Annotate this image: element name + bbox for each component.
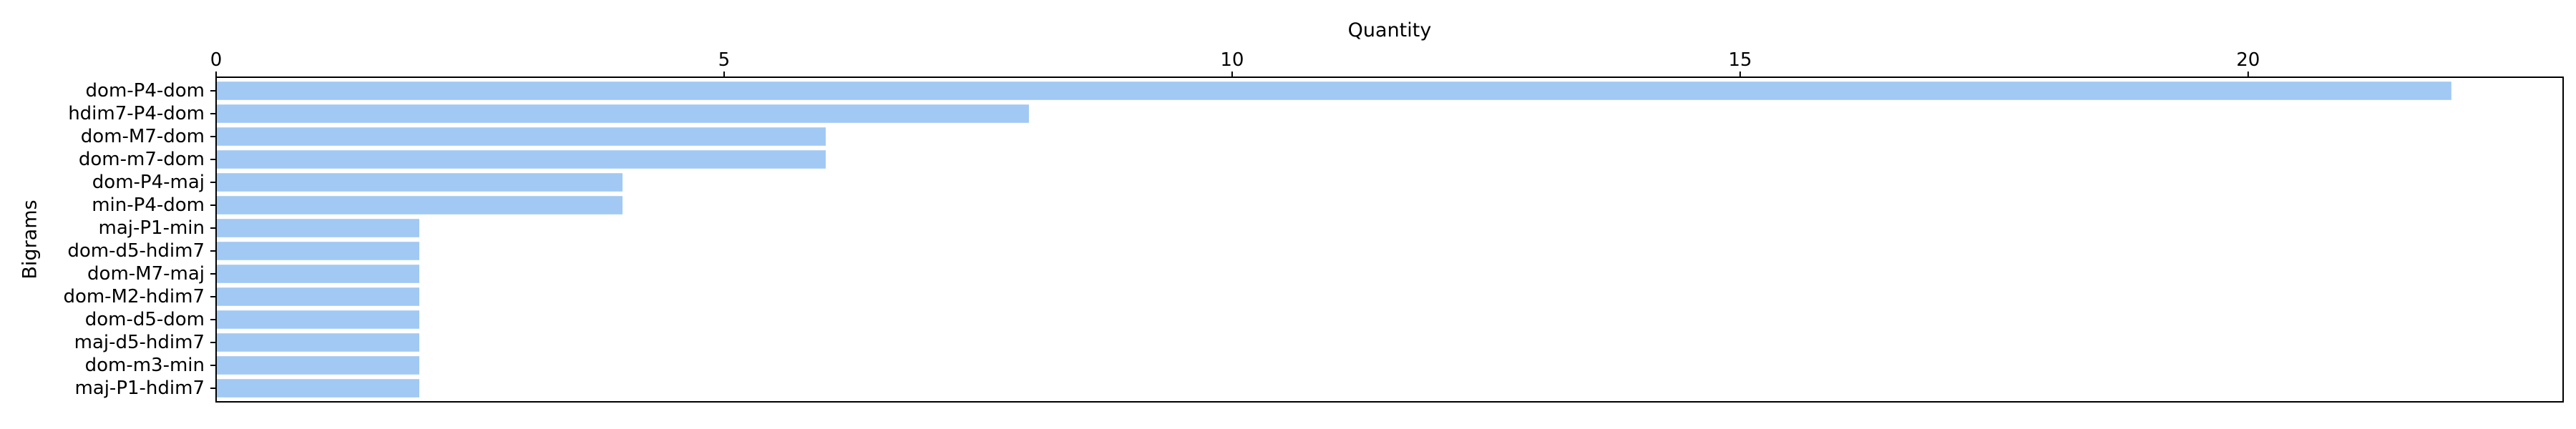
- bar-dom-P4-dom: [216, 82, 2451, 100]
- bars-layer: [216, 82, 2451, 398]
- bar-dom-M7-dom: [216, 127, 826, 146]
- x-tick-label: 5: [718, 49, 731, 71]
- x-tick-label: 10: [1220, 49, 1244, 71]
- bar-dom-P4-maj: [216, 173, 623, 192]
- x-tick-label: 20: [2236, 49, 2260, 71]
- category-label: maj-P1-hdim7: [74, 378, 205, 399]
- bar-dom-M7-maj: [216, 265, 419, 283]
- x-tick-label: 0: [210, 49, 223, 71]
- category-label: dom-d5-dom: [85, 309, 205, 330]
- category-label: maj-d5-hdim7: [74, 332, 205, 353]
- bar-maj-P1-min: [216, 219, 419, 237]
- category-label: dom-m3-min: [85, 355, 205, 376]
- category-label: dom-P4-maj: [92, 172, 205, 193]
- category-label: dom-M2-hdim7: [63, 286, 205, 307]
- bar-min-P4-dom: [216, 196, 623, 214]
- x-axis-title: Quantity: [1348, 19, 1432, 41]
- category-label: dom-d5-hdim7: [67, 240, 205, 262]
- bar-maj-d5-hdim7: [216, 333, 419, 352]
- category-labels-layer: dom-P4-domhdim7-P4-domdom-M7-domdom-m7-d…: [63, 80, 216, 399]
- bar-dom-m3-min: [216, 356, 419, 375]
- bar-dom-d5-hdim7: [216, 242, 419, 260]
- bar-hdim7-P4-dom: [216, 104, 1029, 123]
- category-label: dom-M7-dom: [81, 126, 205, 147]
- bar-dom-M2-hdim7: [216, 287, 419, 306]
- x-ticks-layer: 0 5 10 15 20: [210, 49, 2260, 77]
- bar-dom-d5-dom: [216, 310, 419, 329]
- category-label: maj-P1-min: [99, 217, 205, 239]
- category-label: dom-M7-maj: [87, 263, 205, 285]
- bar-dom-m7-dom: [216, 150, 826, 169]
- y-axis-title: Bigrams: [19, 199, 42, 279]
- bar-maj-P1-hdim7: [216, 379, 419, 398]
- category-label: dom-P4-dom: [86, 80, 205, 102]
- plot-frame: [215, 77, 2564, 403]
- x-tick-label: 15: [1728, 49, 1752, 71]
- category-label: dom-m7-dom: [79, 149, 205, 170]
- category-label: hdim7-P4-dom: [68, 103, 205, 124]
- category-label: min-P4-dom: [92, 194, 205, 216]
